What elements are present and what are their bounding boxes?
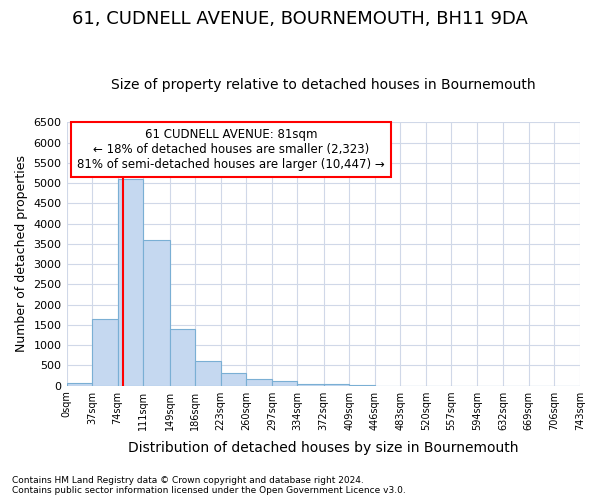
Bar: [221, 374, 246, 386]
Bar: [92, 318, 118, 386]
Bar: [143, 240, 170, 386]
Bar: [118, 179, 143, 386]
Bar: [67, 382, 92, 386]
Y-axis label: Number of detached properties: Number of detached properties: [15, 156, 28, 352]
Bar: [298, 384, 323, 386]
Text: 61, CUDNELL AVENUE, BOURNEMOUTH, BH11 9DA: 61, CUDNELL AVENUE, BOURNEMOUTH, BH11 9D…: [72, 10, 528, 28]
Bar: [170, 329, 195, 386]
Bar: [272, 382, 298, 386]
Text: 61 CUDNELL AVENUE: 81sqm
← 18% of detached houses are smaller (2,323)
81% of sem: 61 CUDNELL AVENUE: 81sqm ← 18% of detach…: [77, 128, 385, 170]
Bar: [323, 384, 349, 386]
Bar: [195, 361, 221, 386]
Bar: [246, 380, 272, 386]
X-axis label: Distribution of detached houses by size in Bournemouth: Distribution of detached houses by size …: [128, 441, 518, 455]
Text: Contains HM Land Registry data © Crown copyright and database right 2024.
Contai: Contains HM Land Registry data © Crown c…: [12, 476, 406, 495]
Title: Size of property relative to detached houses in Bournemouth: Size of property relative to detached ho…: [111, 78, 536, 92]
